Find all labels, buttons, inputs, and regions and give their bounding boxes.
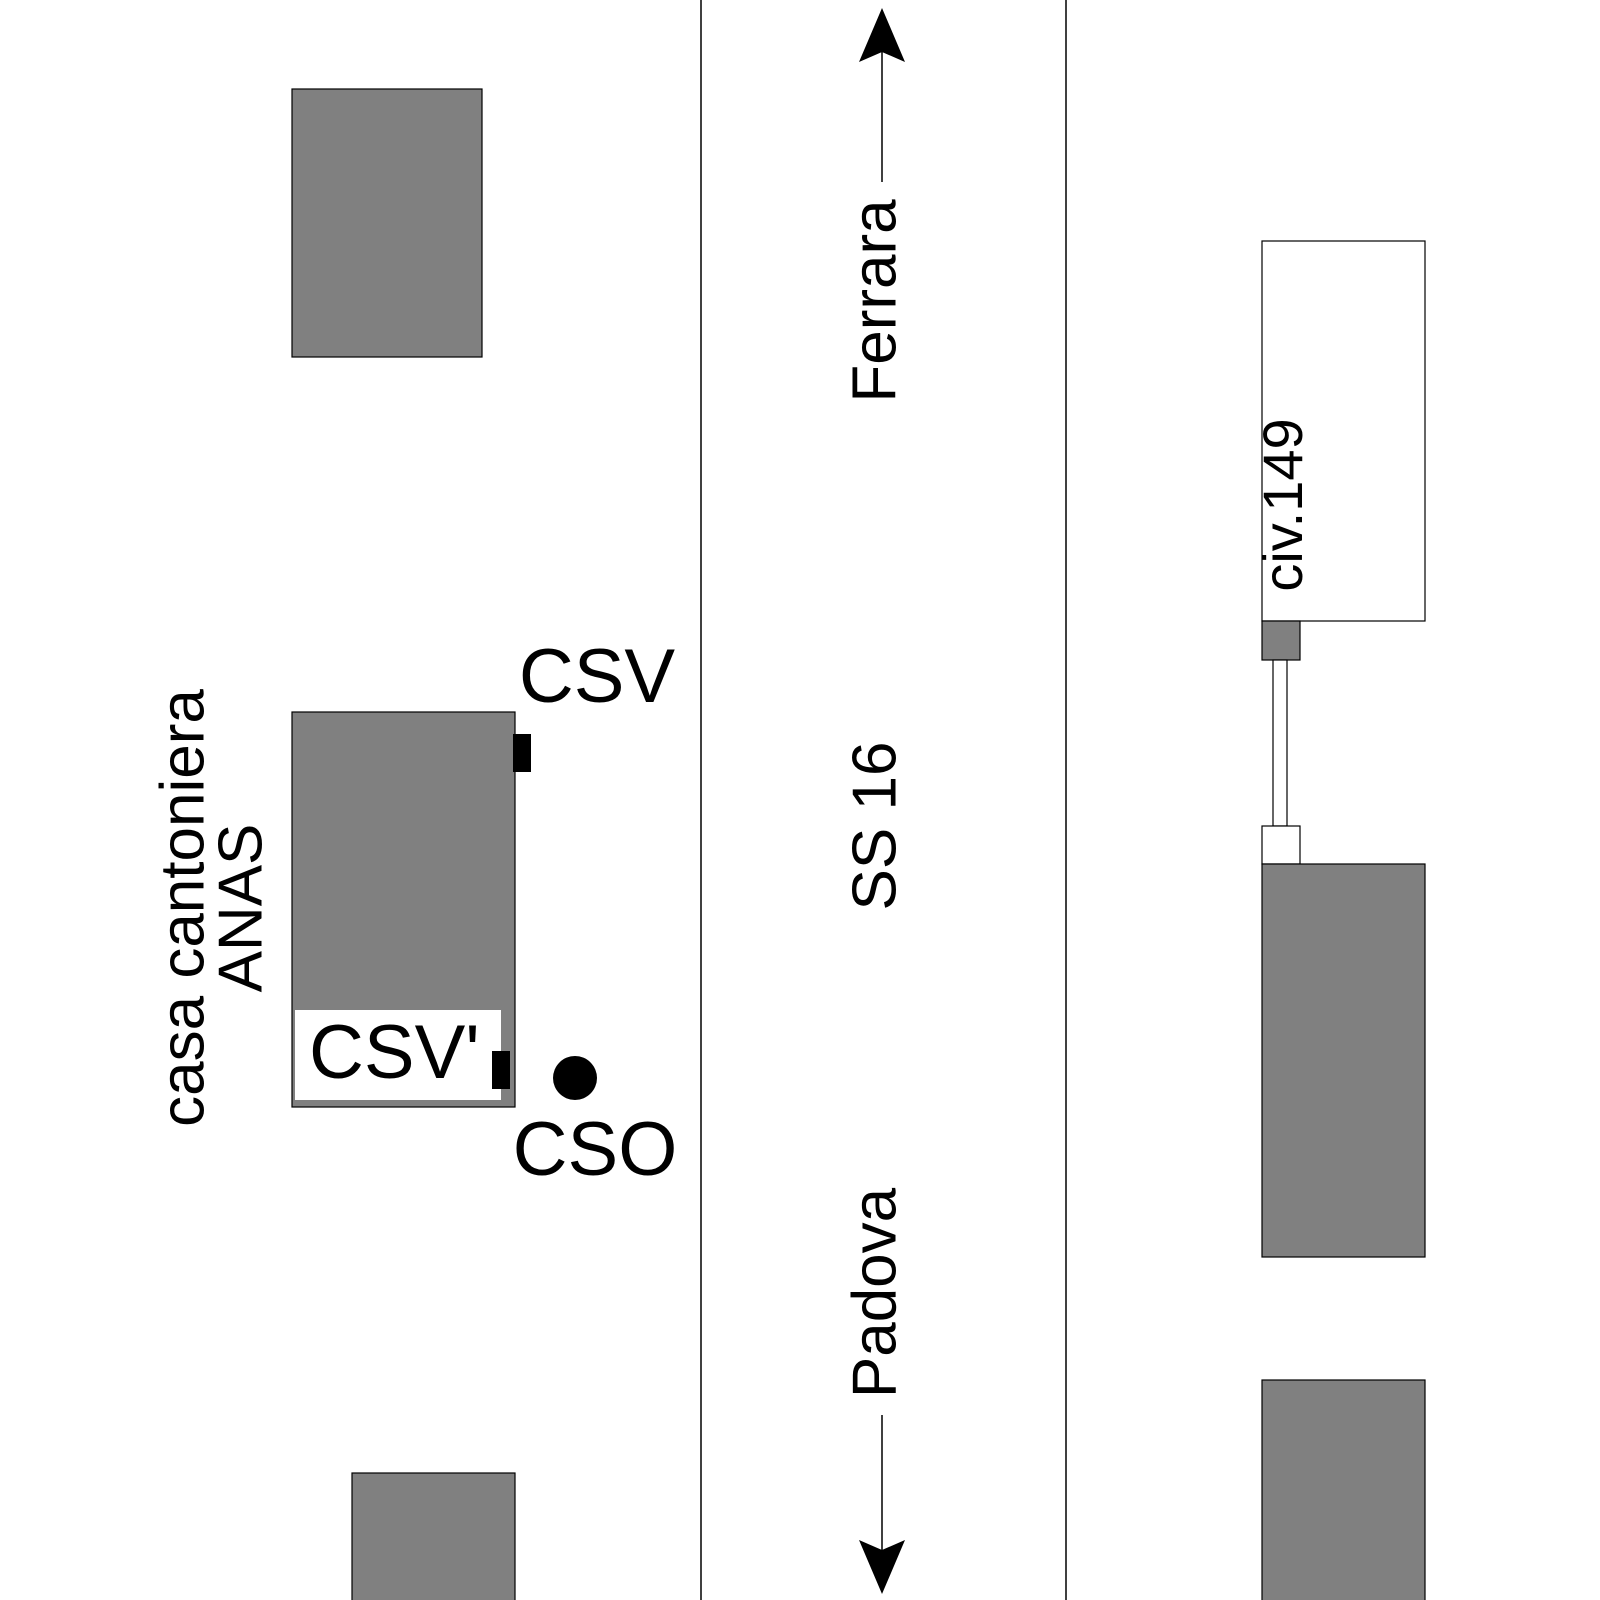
- arrow-head: [859, 8, 905, 62]
- pillar: [1261, 620, 1301, 661]
- arrow-head: [859, 1540, 905, 1594]
- building: [351, 1472, 516, 1600]
- south-label: Padova: [840, 1187, 909, 1398]
- building-outline: [1261, 240, 1426, 622]
- building: [1261, 863, 1426, 1258]
- cso-label: CSO: [513, 1107, 678, 1192]
- building: [291, 88, 483, 358]
- building: [1261, 1379, 1426, 1600]
- owner-label: ANAS: [206, 824, 275, 993]
- label-box: [295, 1010, 501, 1100]
- north-label: Ferrara: [840, 199, 909, 403]
- road-name: SS 16: [840, 742, 909, 911]
- csv-label: CSV: [519, 634, 676, 719]
- cso-marker: [553, 1056, 597, 1100]
- gate: [1272, 659, 1288, 827]
- building-label: casa cantoniera: [148, 689, 217, 1127]
- csv-prime-marker: [492, 1051, 510, 1089]
- civic-label: civ.149: [1251, 418, 1314, 591]
- pillar: [1261, 825, 1301, 865]
- csv-marker: [513, 734, 531, 772]
- csv-prime-label: CSV': [309, 1010, 480, 1095]
